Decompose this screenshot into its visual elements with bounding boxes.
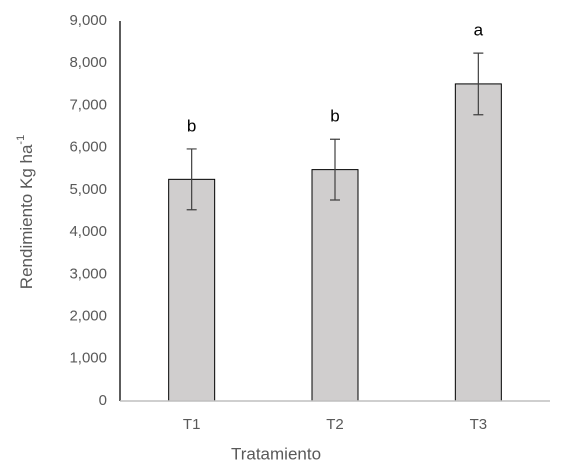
x-axis-label: Tratamiento xyxy=(231,444,321,463)
y-tick-label: 9,000 xyxy=(69,12,107,29)
y-tick-label: 0 xyxy=(99,392,107,409)
y-tick-label: 8,000 xyxy=(69,54,107,71)
y-tick-label: 4,000 xyxy=(69,223,107,240)
x-tick-label: T2 xyxy=(326,416,344,433)
x-tick-label: T1 xyxy=(183,416,201,433)
significance-letter: b xyxy=(187,116,196,135)
y-tick-label: 5,000 xyxy=(69,181,107,198)
error-bar xyxy=(473,52,484,116)
x-tick-label: T3 xyxy=(470,416,488,433)
y-tick-label: 2,000 xyxy=(69,308,107,325)
bar xyxy=(311,169,359,402)
bar xyxy=(168,178,216,402)
y-tick-label: 3,000 xyxy=(69,265,107,282)
significance-letter: b xyxy=(330,107,339,126)
y-tick-label: 7,000 xyxy=(69,96,107,113)
y-axis-label-text: Rendimiento Kg ha xyxy=(17,144,36,289)
y-tick-label: 6,000 xyxy=(69,139,107,156)
significance-letter: a xyxy=(474,21,484,40)
y-tick-label: 1,000 xyxy=(69,350,107,367)
y-axis-label-superscript: -1 xyxy=(15,135,27,145)
bar xyxy=(454,83,502,402)
error-bar xyxy=(186,148,197,211)
error-bar xyxy=(330,138,340,201)
y-axis-label: Rendimiento Kg ha-1 xyxy=(15,135,37,289)
